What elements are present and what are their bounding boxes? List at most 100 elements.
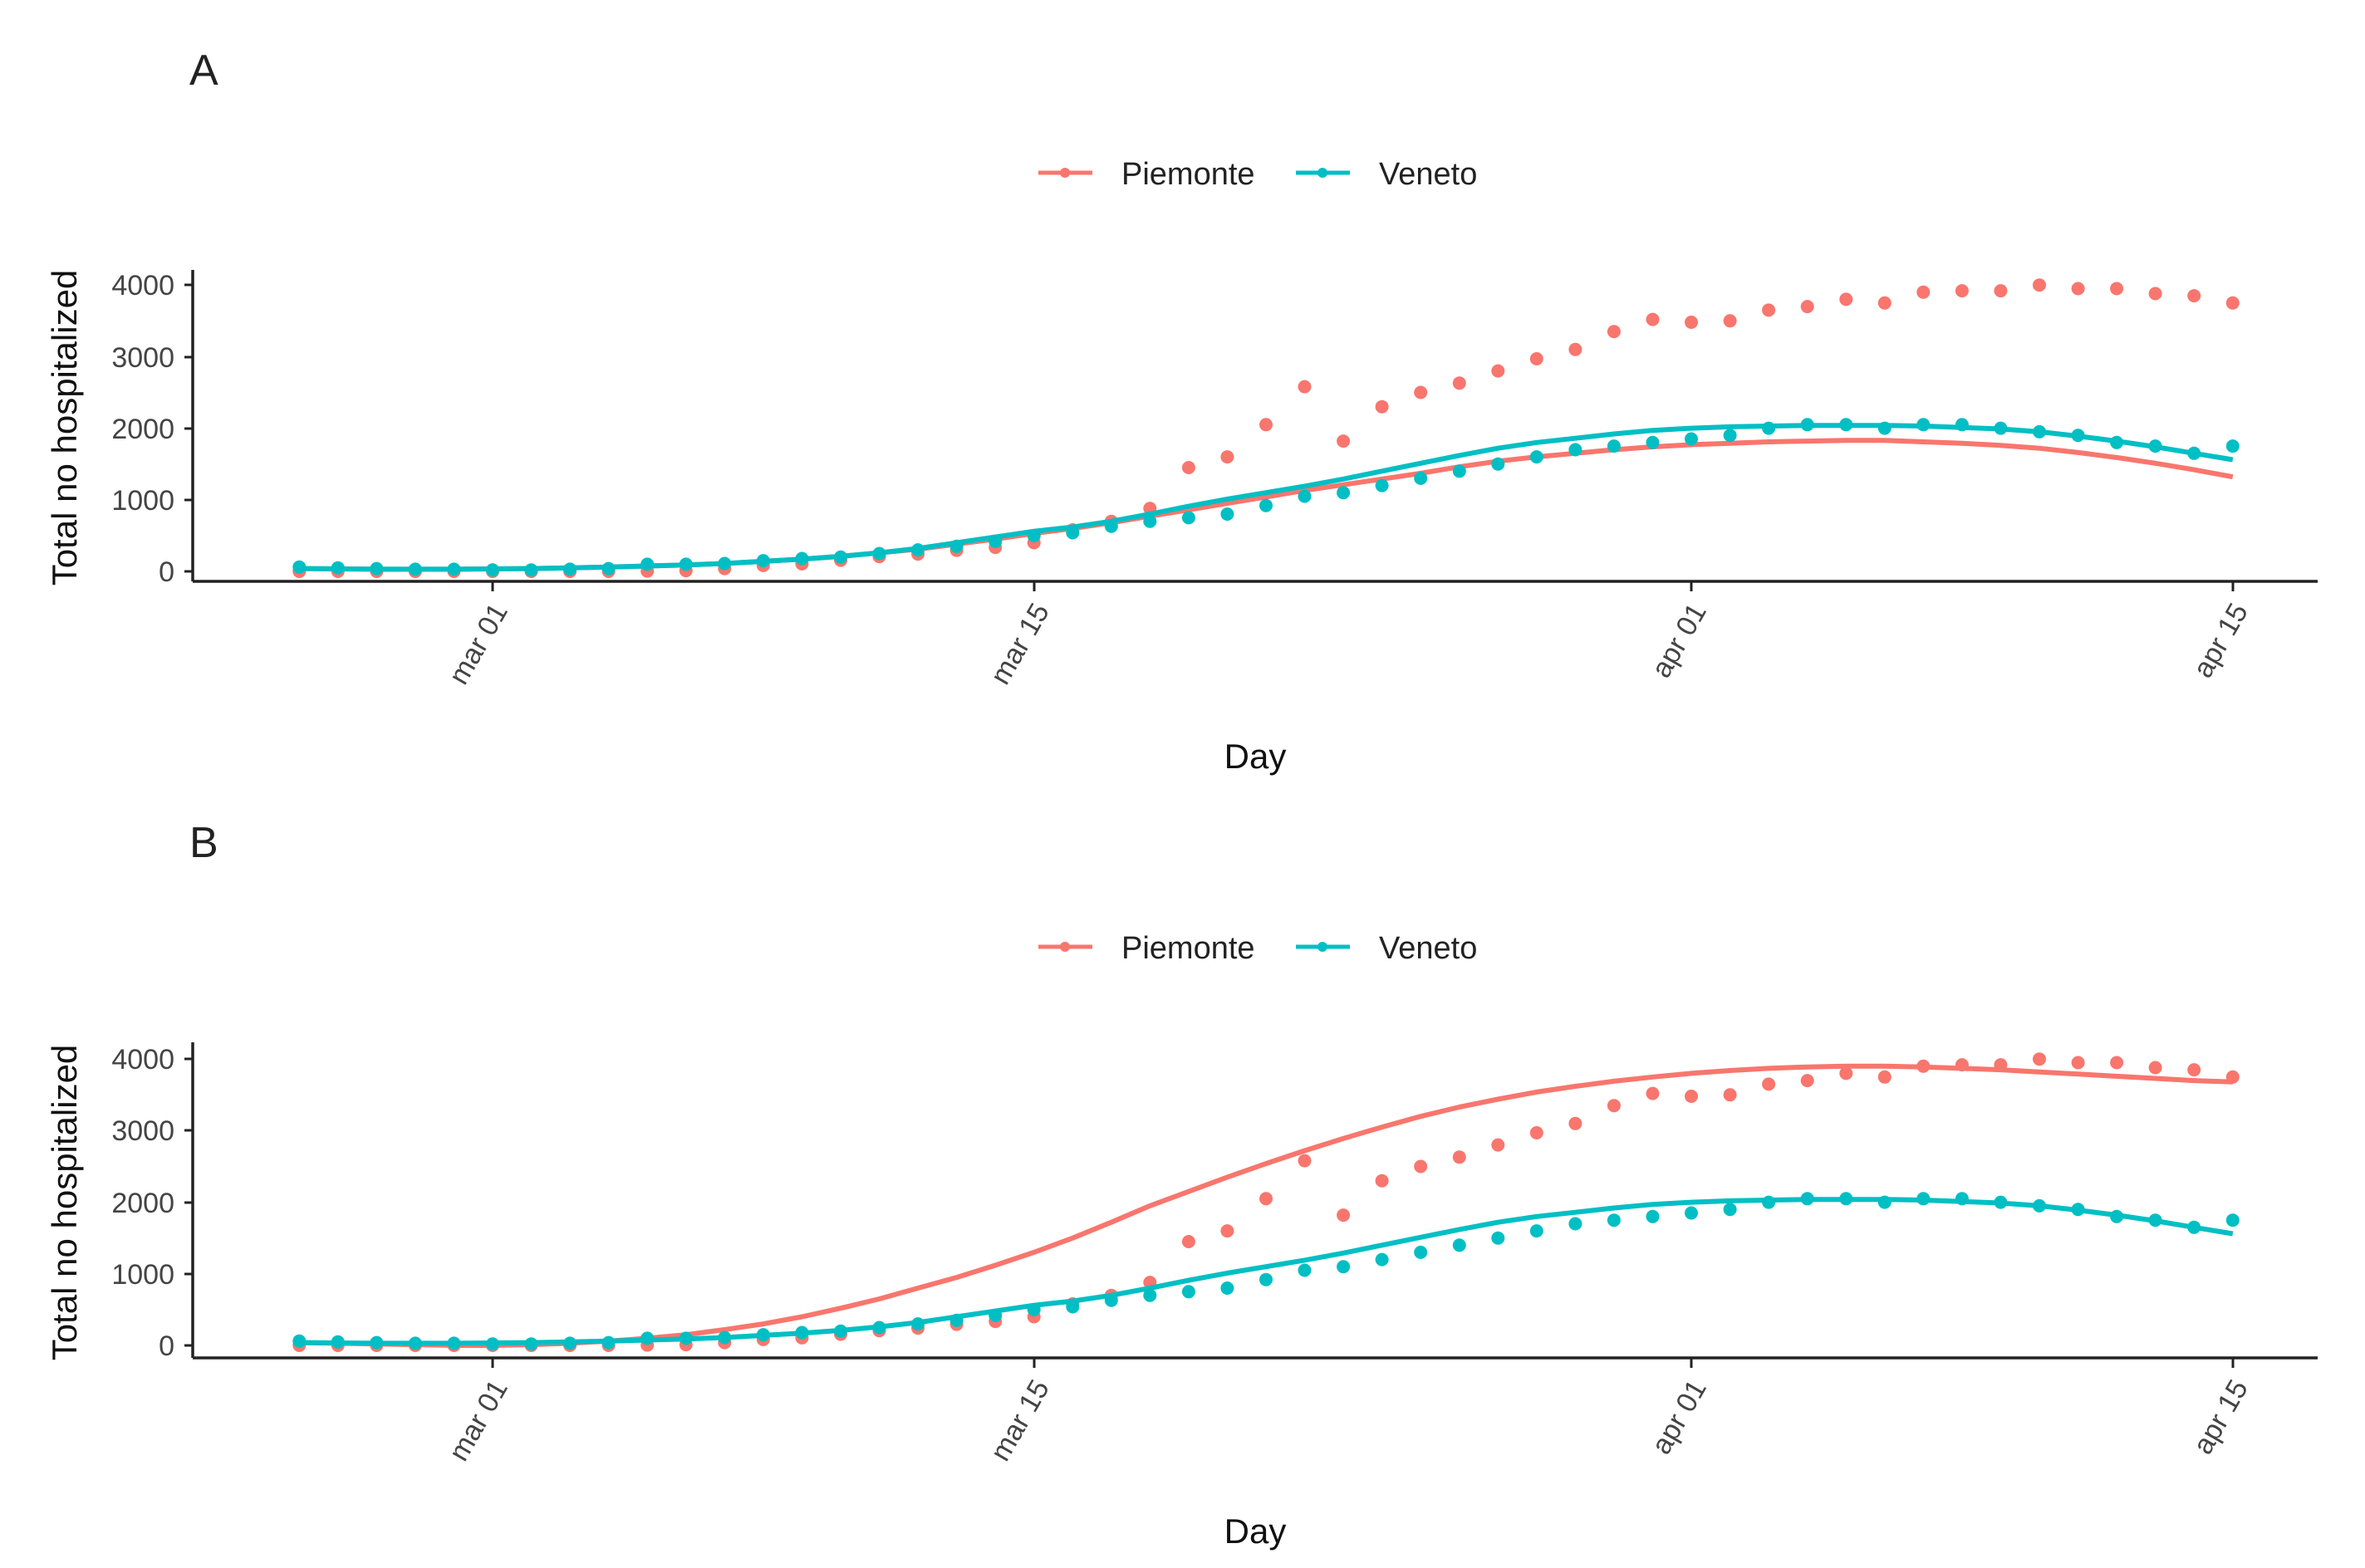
data-point-piemonte (1452, 376, 1466, 390)
x-tick: mar 15 (984, 581, 1056, 690)
data-point-veneto (1491, 1231, 1505, 1245)
legend-item-veneto[interactable]: Veneto (1296, 931, 1477, 966)
x-tick-label: mar 01 (443, 1374, 514, 1467)
data-point-veneto (1607, 439, 1621, 453)
y-axis: 0 1000 2000 3000 4000 (111, 270, 194, 588)
data-point-veneto (1337, 1260, 1351, 1274)
data-point-piemonte (1298, 380, 1312, 394)
legend-item-veneto[interactable]: Veneto (1296, 157, 1477, 192)
data-point-piemonte (1723, 1088, 1737, 1102)
data-point-piemonte (1994, 1058, 2008, 1072)
legend-label-veneto: Veneto (1379, 931, 1477, 966)
data-point-veneto (679, 1331, 693, 1345)
data-point-piemonte (1800, 1074, 1814, 1088)
data-point-veneto (1568, 1217, 1582, 1231)
data-point-piemonte (1800, 300, 1814, 314)
data-point-veneto (292, 560, 307, 574)
data-point-piemonte (1220, 1224, 1234, 1238)
data-point-piemonte (2071, 282, 2085, 296)
y-tick-label: 0 (159, 556, 174, 588)
data-point-piemonte (1337, 434, 1351, 448)
y-tick-label: 3000 (111, 342, 174, 374)
x-tick-label: apr 15 (2187, 598, 2255, 683)
data-point-veneto (1066, 1300, 1080, 1314)
data-point-veneto (989, 1308, 1003, 1322)
data-point-veneto (2071, 429, 2085, 443)
data-point-veneto (1298, 1263, 1312, 1277)
data-point-piemonte (1181, 461, 1195, 474)
data-point-veneto (1529, 450, 1543, 464)
legend: Piemonte Veneto (1038, 931, 1477, 966)
data-point-piemonte (1762, 1077, 1776, 1091)
y-tick: 2000 (111, 1188, 193, 1219)
data-point-veneto (1877, 421, 1892, 435)
data-point-veneto (408, 562, 422, 576)
data-point-veneto (563, 1336, 577, 1350)
legend-label-piemonte: Piemonte (1121, 931, 1255, 966)
data-point-piemonte (2110, 282, 2124, 296)
data-point-piemonte (1337, 1208, 1351, 1223)
data-point-veneto (1839, 418, 1853, 432)
data-point-veneto (834, 550, 847, 564)
fitted-line-piemonte (299, 1063, 2233, 1348)
data-point-veneto (1994, 421, 2008, 435)
data-point-veneto (1607, 1213, 1621, 1227)
data-point-piemonte (2071, 1056, 2085, 1070)
data-point-veneto (601, 1335, 616, 1350)
legend-point-veneto (1317, 942, 1327, 952)
data-point-piemonte (1607, 325, 1621, 339)
data-point-veneto (1375, 478, 1389, 492)
data-point-veneto (1762, 1195, 1776, 1209)
data-point-veneto (911, 543, 925, 557)
data-point-piemonte (1259, 1192, 1273, 1206)
data-point-veneto (1452, 464, 1466, 478)
data-point-veneto (1259, 1272, 1273, 1286)
legend-point-piemonte (1060, 942, 1070, 952)
data-point-piemonte (1723, 314, 1737, 328)
panel-label: B (189, 819, 218, 867)
data-point-piemonte (1375, 399, 1389, 414)
data-point-piemonte (1685, 1090, 1698, 1103)
fitted-line-veneto (299, 1197, 2234, 1346)
data-point-veneto (563, 562, 577, 576)
panel-a: A Piemonte Veneto 0 1000 2000 3000 4000 (45, 47, 2318, 776)
data-point-veneto (2110, 435, 2124, 449)
data-point-veneto (795, 1325, 809, 1340)
data-point-veneto (640, 1331, 655, 1345)
y-tick-label: 0 (159, 1330, 174, 1362)
data-point-piemonte (1916, 1059, 1931, 1073)
x-tick: apr 01 (1646, 581, 1713, 683)
data-point-veneto (2071, 1203, 2085, 1217)
legend-item-piemonte[interactable]: Piemonte (1038, 157, 1255, 192)
data-point-veneto (1568, 443, 1582, 457)
data-point-veneto (2033, 1198, 2046, 1213)
data-point-veneto (1916, 418, 1931, 432)
data-point-veneto (2187, 1220, 2201, 1234)
legend-item-piemonte[interactable]: Piemonte (1038, 931, 1255, 966)
data-point-veneto (989, 534, 1003, 548)
x-tick-label: apr 15 (2187, 1374, 2255, 1459)
data-point-veneto (1800, 418, 1814, 432)
x-tick: mar 01 (443, 1358, 514, 1467)
data-point-veneto (1337, 486, 1351, 500)
x-tick-label: mar 15 (984, 598, 1056, 690)
data-point-veneto (1916, 1192, 1931, 1206)
y-tick: 3000 (111, 1115, 193, 1147)
y-tick: 3000 (111, 342, 193, 374)
data-point-piemonte (1955, 284, 1969, 298)
data-point-piemonte (2187, 1063, 2201, 1077)
data-point-veneto (1646, 435, 1660, 449)
data-point-piemonte (1181, 1235, 1195, 1248)
data-point-veneto (1066, 526, 1080, 540)
x-tick-label: mar 15 (984, 1374, 1056, 1467)
data-point-veneto (1994, 1195, 2008, 1209)
data-point-veneto (1723, 1203, 1737, 1217)
data-point-veneto (1839, 1192, 1853, 1206)
data-point-piemonte (2148, 1061, 2162, 1075)
data-point-veneto (2110, 1209, 2124, 1223)
fitted-line-veneto (299, 423, 2234, 572)
data-point-veneto (834, 1324, 847, 1338)
data-point-veneto (2033, 424, 2046, 439)
data-point-piemonte (1955, 1058, 1969, 1072)
legend-label-veneto: Veneto (1379, 157, 1477, 192)
